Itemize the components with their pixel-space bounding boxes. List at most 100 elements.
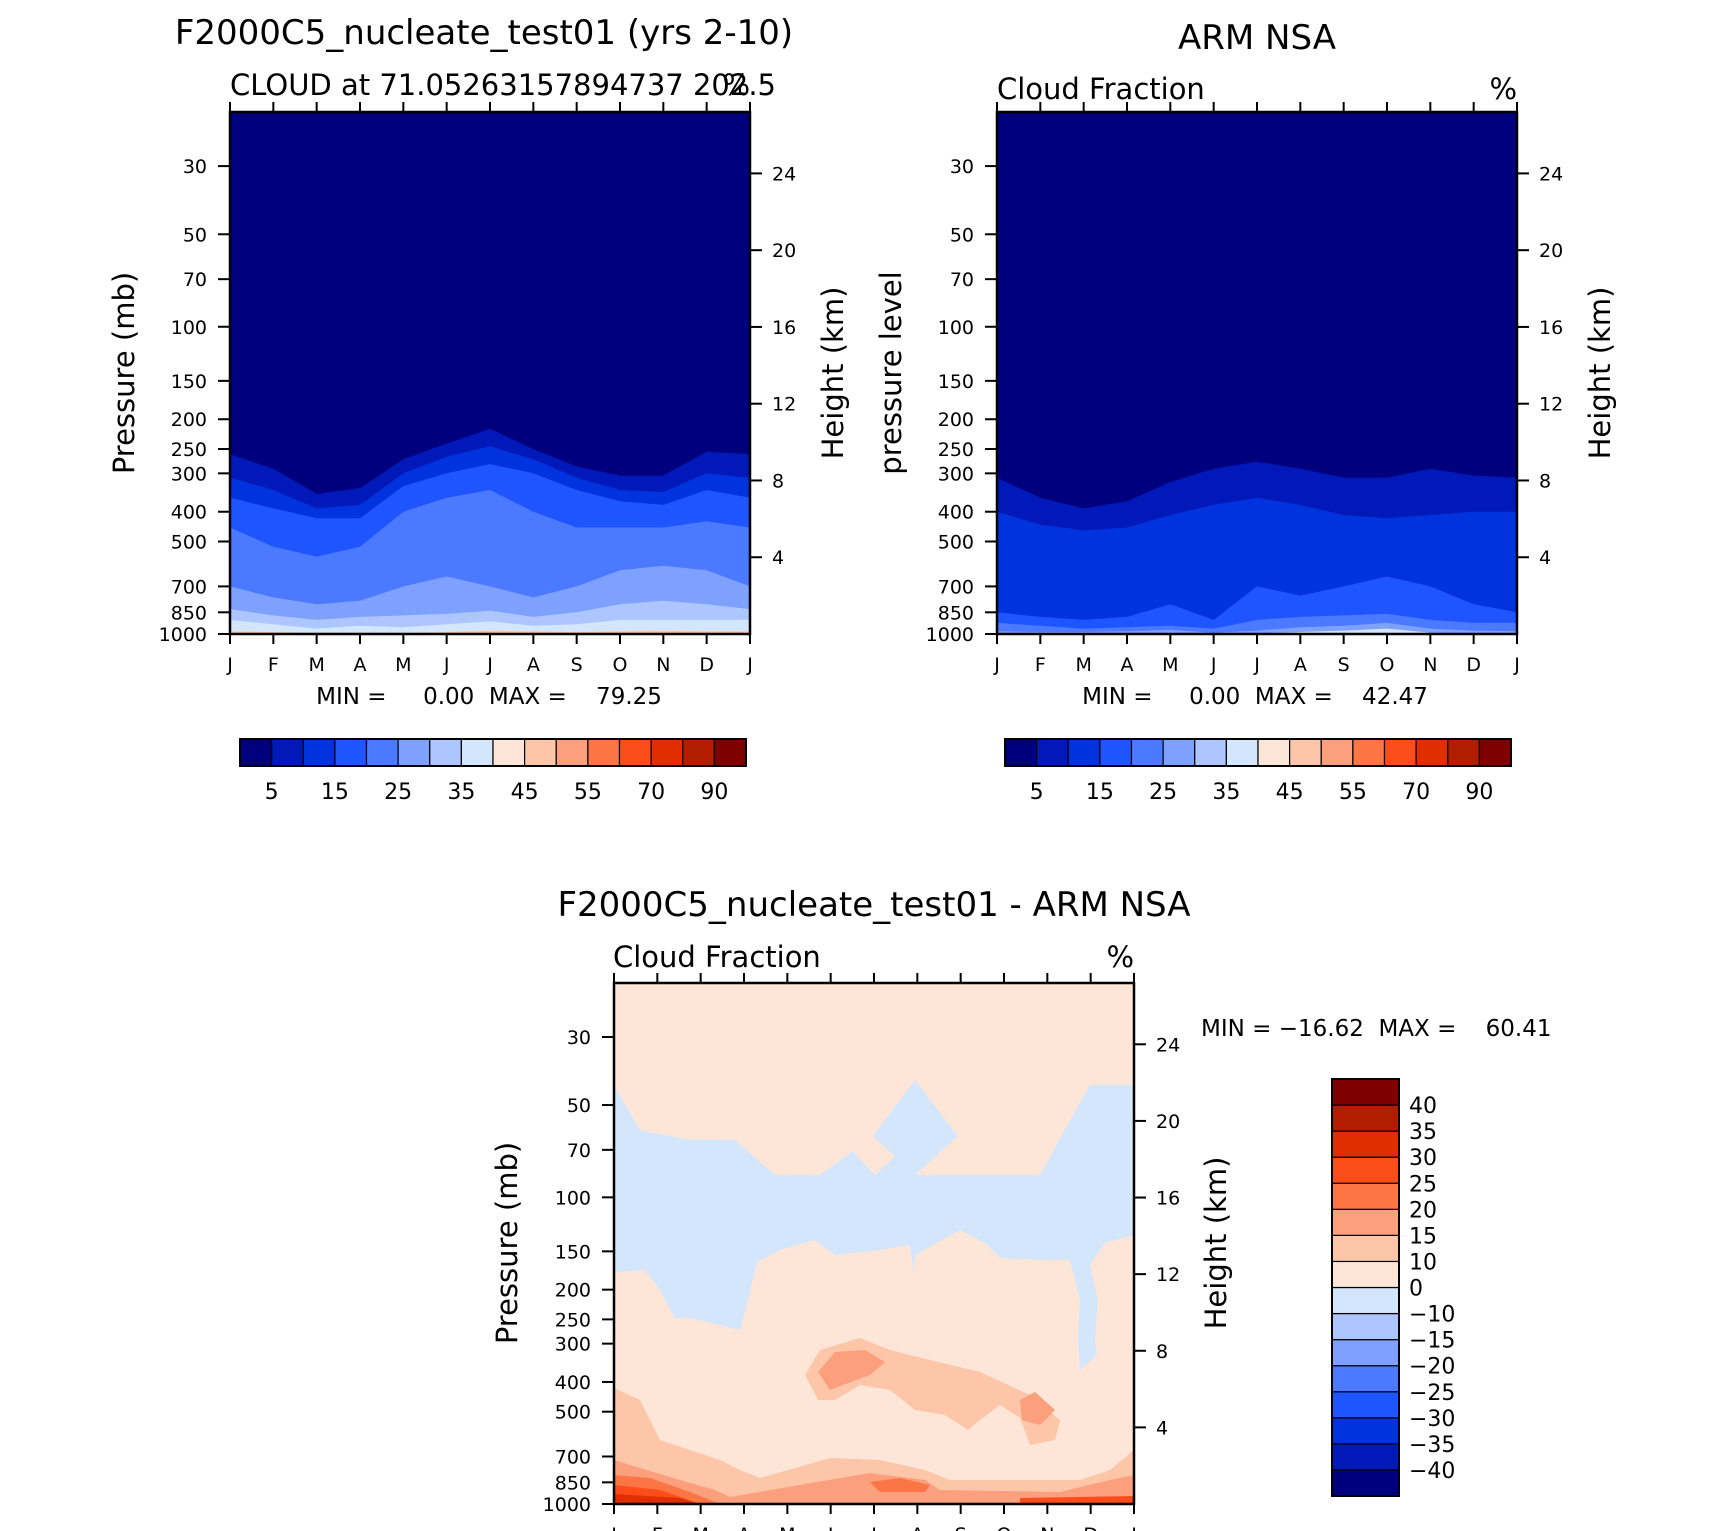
height-tick-label: 12 — [1539, 394, 1563, 416]
colorbar-box — [1004, 738, 1038, 767]
colorbar-label: 25 — [1409, 1172, 1437, 1197]
panel-obs-ylabel: pressure level — [874, 271, 908, 474]
colorbar-box — [1320, 738, 1354, 767]
panel-obs-stats: MIN = 0.00 MAX = 42.47 — [1082, 684, 1428, 710]
x-tick-label: M — [308, 654, 324, 676]
colorbar-label: 25 — [384, 780, 412, 805]
colorbar-box — [1352, 738, 1386, 767]
colorbar-box — [1331, 1443, 1400, 1471]
colorbar-label: 5 — [1030, 780, 1044, 805]
x-tick-label: D — [699, 654, 714, 676]
x-tick-label: O — [1380, 654, 1395, 676]
diff-negative-band — [614, 1085, 1134, 1370]
pressure-tick-label: 300 — [555, 1334, 591, 1356]
x-tick-label: A — [354, 654, 367, 676]
colorbar-label: −10 — [1409, 1303, 1455, 1328]
colorbar-label: 0 — [1409, 1277, 1423, 1302]
colorbar-box — [1383, 738, 1417, 767]
colorbar-box — [1331, 1078, 1400, 1106]
pressure-tick-label: 250 — [171, 439, 207, 461]
pressure-tick-label: 300 — [171, 463, 207, 485]
colorbar-label: 15 — [1086, 780, 1114, 805]
panel-diff-contour-fills — [614, 983, 1134, 1504]
colorbar-label: 70 — [1402, 780, 1430, 805]
colorbar-frame — [1331, 1078, 1400, 1497]
colorbar-label: 55 — [1339, 780, 1367, 805]
colorbar-box — [1331, 1417, 1400, 1445]
height-tick-label: 8 — [1156, 1341, 1168, 1363]
height-tick-label: 12 — [772, 394, 796, 416]
pressure-tick-label: 50 — [183, 224, 207, 246]
height-tick-label: 20 — [772, 240, 796, 262]
colorbar-label: 5 — [265, 780, 279, 805]
colorbar-label: 20 — [1409, 1198, 1437, 1223]
colorbar-box — [1331, 1312, 1400, 1341]
colorbar-box — [1331, 1234, 1400, 1263]
x-tick-label: M — [779, 1524, 795, 1531]
pressure-tick-label: 1000 — [159, 624, 207, 646]
colorbar-label: 35 — [1212, 780, 1240, 805]
colorbar-label: 10 — [1409, 1250, 1437, 1275]
panel-diff-axes: J F M A M J J A S O N D J 30 50 70 100 150 200 250 300 400 500… — [543, 973, 1180, 1531]
x-tick-label: A — [738, 1524, 751, 1531]
colorbar-box — [1289, 738, 1322, 767]
x-tick-label: F — [268, 654, 279, 676]
pressure-tick-label: 70 — [950, 269, 974, 291]
pressure-tick-label: 100 — [938, 317, 974, 339]
contour-fill-35 — [230, 619, 750, 634]
height-tick-label: 16 — [1156, 1188, 1180, 1210]
colorbar-label: 30 — [1409, 1146, 1437, 1171]
height-tick-label: 8 — [772, 470, 784, 492]
diff-contour-10-lower — [614, 1388, 1134, 1504]
colorbar-label: −20 — [1409, 1355, 1455, 1380]
x-tick-label: O — [997, 1524, 1012, 1531]
pressure-tick-label: 150 — [171, 371, 207, 393]
height-tick-label: 8 — [1539, 470, 1551, 492]
x-tick-label: J — [993, 654, 1000, 676]
colorbar-label: −25 — [1409, 1381, 1455, 1406]
height-tick-label: 24 — [1156, 1034, 1180, 1056]
panel-model-stats: MIN = 0.00 MAX = 79.25 — [316, 684, 662, 710]
panel-obs-contour-fills — [997, 461, 1517, 634]
pressure-tick-label: 30 — [567, 1027, 591, 1049]
x-tick-label: F — [1035, 654, 1046, 676]
panel-diff-title: F2000C5_nucleate_test01 - ARM NSA — [557, 885, 1190, 925]
pressure-tick-label: 100 — [171, 317, 207, 339]
colorbar-label: 40 — [1409, 1094, 1437, 1119]
x-tick-label: M — [692, 1524, 708, 1531]
pressure-tick-label: 250 — [938, 439, 974, 461]
x-tick-label: A — [911, 1524, 924, 1531]
height-tick-label: 20 — [1156, 1111, 1180, 1133]
colorbar-label: 25 — [1149, 780, 1177, 805]
x-tick-label: J — [1513, 654, 1520, 676]
x-tick-label: D — [1466, 654, 1481, 676]
diff-negative-diamond — [873, 1080, 958, 1175]
x-tick-label: M — [1075, 654, 1091, 676]
colorbar-box — [1257, 738, 1291, 767]
colorbar-box — [1194, 738, 1227, 767]
panel-diff-ylabel: Pressure (mb) — [490, 1142, 524, 1344]
colorbar-label: 45 — [511, 780, 539, 805]
colorbar-box — [1036, 738, 1069, 767]
panel-model-units: % — [722, 68, 750, 102]
colorbar-label: 70 — [637, 780, 665, 805]
colorbar-box — [1130, 738, 1164, 767]
pressure-tick-label: 700 — [938, 576, 974, 598]
colorbar-box — [460, 738, 494, 767]
colorbar-label: 90 — [1465, 780, 1493, 805]
x-tick-label: N — [656, 654, 670, 676]
diff-contour-15-upper-b — [1020, 1392, 1055, 1425]
colorbar-label: 90 — [700, 780, 728, 805]
height-tick-label: 20 — [1539, 240, 1563, 262]
colorbar-box — [1478, 738, 1512, 767]
colorbar-box — [334, 738, 368, 767]
colorbar-box — [1331, 1130, 1400, 1158]
panel-obs-colorbar: 5 15 25 35 45 55 70 90 — [1004, 738, 1512, 805]
x-tick-label: O — [613, 654, 628, 676]
panel-obs-subtitle: Cloud Fraction — [997, 72, 1205, 106]
colorbar-box — [555, 738, 589, 767]
pressure-tick-label: 70 — [183, 269, 207, 291]
